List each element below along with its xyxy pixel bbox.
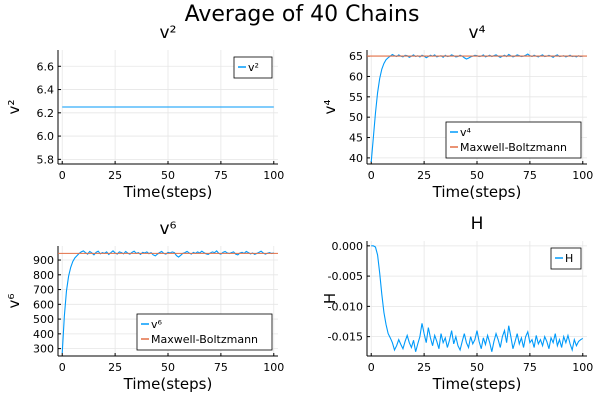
y-tick-label: 6.6 xyxy=(37,60,55,73)
legend-label: H xyxy=(565,252,573,265)
y-tick-label: 600 xyxy=(33,298,54,311)
subplot-2: 0 25 50 75 100 40 45 50 55 60 65 v⁴ Time(steps) v⁴ v⁴ M… xyxy=(321,23,593,201)
x-tick-label: 0 xyxy=(368,361,375,374)
x-axis-label: Time(steps) xyxy=(123,375,213,393)
legend-label: v² xyxy=(248,61,259,74)
legend: v² xyxy=(233,56,273,79)
legend: v⁴ Maxwell-Boltzmann xyxy=(445,121,582,159)
y-tick-label: 50 xyxy=(349,111,363,124)
y-tick-label: 800 xyxy=(33,269,54,282)
x-tick-label: 50 xyxy=(161,169,175,182)
subplot-4: 0 25 50 75 100 0.000 -0.005 -0.010 -0.015 H Time(s… xyxy=(321,214,593,393)
legend-label: v⁶ xyxy=(151,318,163,331)
subplot-title: v² xyxy=(160,23,177,43)
y-tick-label: 5.8 xyxy=(37,153,55,166)
x-tick-label: 25 xyxy=(417,361,431,374)
series-line-1 xyxy=(61,250,274,354)
x-tick-label: 100 xyxy=(572,361,593,374)
x-tick-label: 75 xyxy=(214,361,228,374)
legend-box xyxy=(445,121,582,159)
x-tick-label: 50 xyxy=(470,169,484,182)
x-tick-label: 50 xyxy=(161,361,175,374)
legend-label: v⁴ xyxy=(460,126,472,139)
y-tick-label: 6.4 xyxy=(37,84,55,97)
y-tick-label: 700 xyxy=(33,284,54,297)
legend-label: Maxwell-Boltzmann xyxy=(460,141,567,154)
y-tick-label: 65 xyxy=(349,50,363,63)
y-tick-label: 900 xyxy=(33,254,54,267)
legend-box xyxy=(233,56,273,79)
x-tick-label: 25 xyxy=(108,361,122,374)
x-tick-label: 100 xyxy=(263,361,284,374)
legend-box xyxy=(550,247,582,270)
y-axis-label: v² xyxy=(5,100,23,115)
series-line-1 xyxy=(371,245,584,353)
y-tick-label: 400 xyxy=(33,328,54,341)
x-axis-label: Time(steps) xyxy=(123,183,213,201)
x-tick-label: 0 xyxy=(59,361,66,374)
y-tick-label: 45 xyxy=(349,132,363,145)
legend-box xyxy=(136,313,273,351)
x-tick-label: 0 xyxy=(59,169,66,182)
y-tick-label: -0.005 xyxy=(328,270,363,283)
x-tick-label: 0 xyxy=(368,169,375,182)
x-tick-label: 25 xyxy=(108,169,122,182)
x-tick-label: 75 xyxy=(523,361,537,374)
subplot-1: 0 25 50 75 100 5.8 6.0 6.2 6.4 6.6 v² Time(steps) v²… xyxy=(5,23,284,201)
y-tick-label: 0.000 xyxy=(332,240,364,253)
x-tick-label: 25 xyxy=(417,169,431,182)
y-tick-label: 300 xyxy=(33,343,54,356)
y-axis-label: H xyxy=(321,293,339,304)
y-axis-label: v⁴ xyxy=(321,100,339,115)
y-tick-label: 6.0 xyxy=(37,130,55,143)
y-tick-label: -0.010 xyxy=(328,300,363,313)
figure-title: Average of 40 Chains xyxy=(185,2,420,27)
x-axis-label: Time(steps) xyxy=(432,183,522,201)
subplot-title: H xyxy=(471,214,484,234)
legend: v⁶ Maxwell-Boltzmann xyxy=(136,313,273,351)
x-tick-label: 75 xyxy=(523,169,537,182)
y-tick-label: -0.015 xyxy=(328,331,363,344)
y-tick-label: 6.2 xyxy=(37,107,55,120)
y-axis-label: v⁶ xyxy=(5,294,23,309)
x-tick-label: 100 xyxy=(572,169,593,182)
y-tick-label: 500 xyxy=(33,313,54,326)
x-tick-label: 100 xyxy=(263,169,284,182)
subplot-title: v⁴ xyxy=(469,23,486,43)
legend: H xyxy=(550,247,582,270)
y-tick-label: 55 xyxy=(349,91,363,104)
y-tick-label: 60 xyxy=(349,70,363,83)
x-tick-label: 75 xyxy=(214,169,228,182)
y-tick-label: 40 xyxy=(349,152,363,165)
x-tick-label: 50 xyxy=(470,361,484,374)
x-axis-label: Time(steps) xyxy=(432,375,522,393)
subplot-title: v⁶ xyxy=(160,219,177,239)
legend-label: Maxwell-Boltzmann xyxy=(151,333,258,346)
